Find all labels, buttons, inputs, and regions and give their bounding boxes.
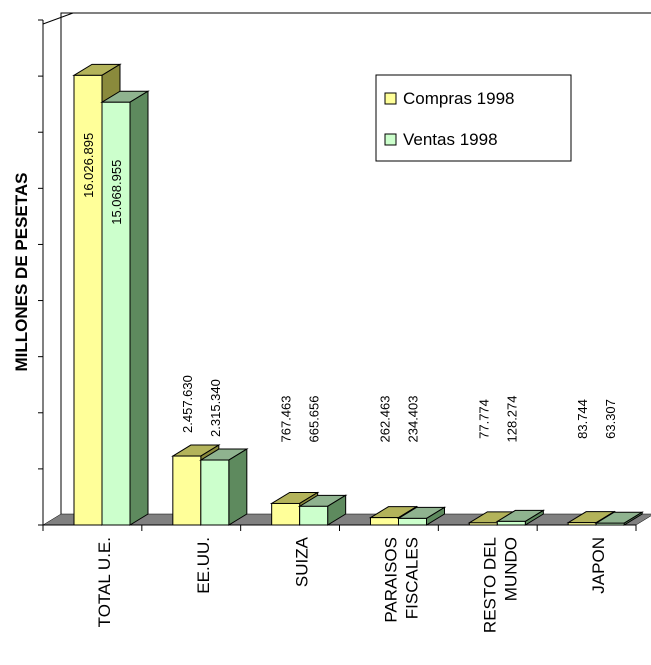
- data-label: 767.463: [279, 396, 294, 443]
- x-tick-labels: TOTAL U.E. EE.UU. SUIZA PARAISOS FISCALES RES…: [95, 536, 608, 633]
- data-label: 2.315.340: [208, 379, 223, 437]
- data-label: 15.068.955: [109, 160, 124, 225]
- x-tick-label: PARAISOS FISCALES: [382, 537, 422, 623]
- data-label: 2.457.630: [180, 375, 195, 433]
- data-label: 77.774: [476, 399, 491, 439]
- legend-swatch-ventas: [384, 133, 397, 146]
- data-label: 262.463: [378, 396, 393, 443]
- y-axis-title: MILLONES DE PESETAS: [12, 173, 31, 372]
- data-label: 234.403: [406, 396, 421, 443]
- data-label: 63.307: [603, 399, 618, 439]
- y-axis: [38, 19, 637, 531]
- legend: Compras 1998 Ventas 1998: [375, 74, 572, 162]
- bar-ventas-4: [495, 509, 546, 526]
- bars: [72, 63, 644, 526]
- bar-ventas-2: [297, 494, 348, 526]
- x-tick-label: SUIZA: [293, 536, 312, 587]
- data-label: 128.274: [504, 396, 519, 443]
- data-label: 16.026.895: [81, 133, 96, 198]
- legend-frame: [375, 74, 572, 162]
- bar-ventas-3: [396, 506, 447, 526]
- x-tick-label: JAPON: [589, 537, 608, 594]
- data-labels: 16.026.895 15.068.955 2.457.630 2.315.340 76…: [81, 133, 618, 443]
- chart-back-walls: [42, 12, 651, 514]
- bar-ventas-1: [199, 448, 249, 526]
- data-label: 83.744: [575, 399, 590, 439]
- bar-ventas-5: [594, 511, 644, 526]
- legend-label-compras: Compras 1998: [403, 89, 515, 108]
- bar-ventas-0: [100, 90, 150, 526]
- legend-swatch-compras: [384, 92, 397, 105]
- data-label: 665.656: [307, 396, 322, 443]
- x-tick-label: TOTAL U.E.: [95, 537, 114, 627]
- legend-label-ventas: Ventas 1998: [403, 130, 498, 149]
- x-tick-label: RESTO DEL MUNDO: [480, 537, 520, 633]
- x-tick-label: EE.UU.: [194, 537, 213, 594]
